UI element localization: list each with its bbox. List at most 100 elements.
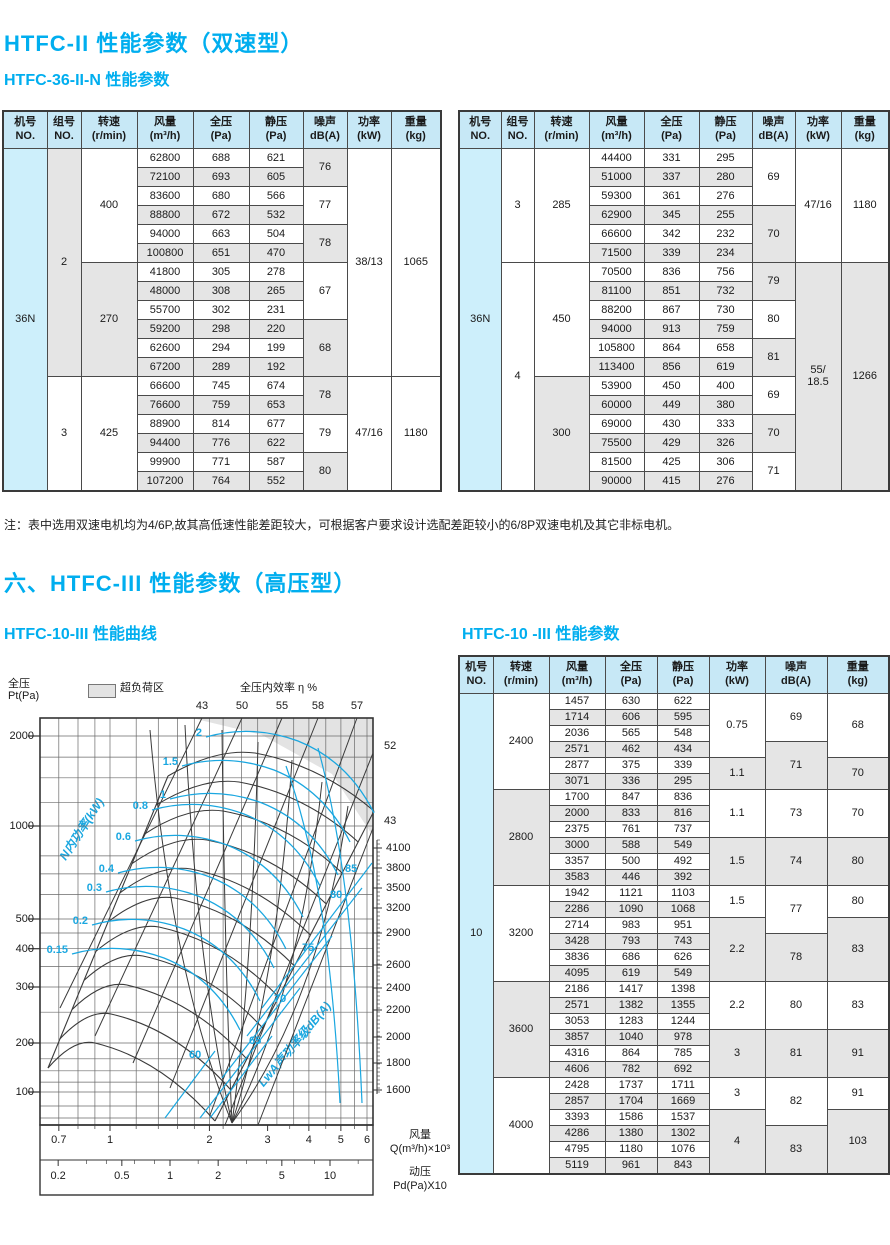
table-cell: 492 <box>656 852 710 870</box>
column-header: 静压 (Pa) <box>248 110 304 149</box>
table-cell: 83600 <box>136 185 194 206</box>
table-row: 113400 856 619 <box>459 356 889 377</box>
table-cell: 674 <box>248 375 304 396</box>
table-cell: 587 <box>248 451 304 472</box>
fan-curve-svg <box>28 717 382 1196</box>
table-cell: 622 <box>248 432 304 453</box>
table-row: 88200 867 730 80 <box>459 299 889 339</box>
table-cell: 192 <box>248 356 304 377</box>
table-cell: 2714 <box>548 916 606 934</box>
table-cell: 1417 <box>604 980 658 998</box>
table-row: 81500 425 306 71 <box>459 451 889 491</box>
table-row: 36N 2 400 62800 688 621 76 38/13 1065 <box>2 147 442 491</box>
table-cell: 651 <box>192 242 250 263</box>
efficiency-tick-label: 52 <box>384 740 397 752</box>
column-header: 机号 NO. <box>458 110 502 149</box>
table-cell: 4286 <box>548 1124 606 1142</box>
table-cell: 47/16 <box>794 147 842 263</box>
y-tick-label: 100 <box>15 1086 34 1098</box>
table-cell: 83 <box>826 980 890 1030</box>
table-row: 10 2400 1457 630 622 0.75 69 68 <box>458 692 890 1174</box>
table-cell: 326 <box>698 432 753 453</box>
table-cell: 4 <box>708 1108 766 1174</box>
table-cell: 1302 <box>656 1124 710 1142</box>
x-tick-label: 3 <box>264 1134 271 1146</box>
table-row: 1714 606 595 <box>459 708 889 726</box>
table-cell: 680 <box>192 185 250 206</box>
table-row: 300 53900 450 400 69 <box>459 375 889 491</box>
noise-curve-label: 85 <box>345 863 358 875</box>
column-header: 组号 NO. <box>500 110 535 149</box>
column-header: 静压 (Pa) <box>698 110 753 149</box>
table-row: 4000 2428 1737 1711 3 82 91 <box>459 1076 890 1174</box>
page-title: HTFC-II 性能参数（双速型） <box>4 31 304 56</box>
table-cell: 3357 <box>548 852 606 870</box>
table-cell: 305 <box>192 261 250 282</box>
rpm-tick-label: 2600 <box>386 959 411 971</box>
noise-curve-label: 75 <box>302 942 315 954</box>
table-cell: 864 <box>643 337 700 358</box>
table-cell: 622 <box>656 692 710 710</box>
table-cell: 68 <box>302 318 348 377</box>
table-cell: 4316 <box>548 1044 606 1062</box>
header-row: 机号 NO. 转速 (r/min) 风量 (m³/h) 全压 (Pa) 静压 (Pa) 功… <box>458 655 890 694</box>
table-cell: 88900 <box>136 413 194 434</box>
table-cell: 1586 <box>604 1108 658 1126</box>
rpm-tick-label: 3800 <box>386 862 411 874</box>
y-tick-label: 200 <box>15 1037 34 1049</box>
table-cell: 113400 <box>588 356 645 377</box>
column-header: 转速 (r/min) <box>533 110 590 149</box>
table-cell: 425 <box>643 451 700 472</box>
table-cell: 4095 <box>548 964 606 982</box>
table-cell: 2857 <box>548 1092 606 1110</box>
table-row: 36N 3 285 44400 331 295 69 47/16 1180 <box>458 147 890 491</box>
table-cell: 336 <box>604 772 658 790</box>
table-cell: 83 <box>826 916 890 982</box>
table-row: 62600 294 199 <box>3 337 441 358</box>
table-cell: 692 <box>656 1060 710 1078</box>
table-row: 5119 961 843 <box>459 1156 889 1174</box>
table-row: 3857 1040 978 3 81 91 <box>459 1028 890 1078</box>
table-cell: 836 <box>656 788 710 806</box>
table-cell: 843 <box>656 1156 710 1174</box>
table-cell: 67 <box>302 261 348 320</box>
table-row: 66600 342 232 <box>459 223 889 244</box>
table-cell: 77 <box>764 884 828 934</box>
table-cell: 59200 <box>136 318 194 339</box>
table-cell: 0.75 <box>708 692 766 758</box>
table-cell: 280 <box>698 166 753 187</box>
table-cell: 375 <box>604 756 658 774</box>
table-cell: 1065 <box>390 147 442 377</box>
y-tick-label: 300 <box>15 981 34 993</box>
table-cell: 59300 <box>588 185 645 206</box>
column-header: 全压 (Pa) <box>643 110 700 149</box>
efficiency-tick-label: 57 <box>350 700 364 712</box>
table-row: 75500 429 326 <box>459 432 889 453</box>
table-cell: 80 <box>826 836 890 886</box>
y-tick-label: 400 <box>15 942 34 955</box>
table-cell: 1283 <box>604 1012 658 1030</box>
table-cell: 552 <box>248 470 304 491</box>
table-cell: 68 <box>826 692 890 758</box>
table-cell: 295 <box>698 147 753 168</box>
table-cell: 1180 <box>604 1140 658 1158</box>
table-cell: 1.1 <box>708 756 766 790</box>
pd-tick-label: 1 <box>166 1170 174 1182</box>
table-cell: 88800 <box>136 204 194 225</box>
table-cell: 470 <box>248 242 304 263</box>
table-cell: 78 <box>302 223 348 263</box>
table-row: 2857 1704 1669 <box>459 1092 889 1110</box>
column-header: 重量 (kg) <box>840 110 890 149</box>
rpm-tick-label: 1600 <box>386 1084 411 1096</box>
table-cell: 504 <box>248 223 304 244</box>
table-row: 81100 851 732 <box>459 280 889 301</box>
column-header: 风量 (m³/h) <box>136 110 194 149</box>
table-cell: 847 <box>604 788 658 806</box>
table-row: 69000 430 333 70 <box>459 413 889 453</box>
table-row: 99900 771 587 80 <box>3 451 441 491</box>
table-cell: 331 <box>643 147 700 168</box>
table-cell: 1121 <box>604 884 658 902</box>
table-row: 88800 672 532 <box>3 204 441 225</box>
performance-curve-chart: 全压 Pt(Pa) 超负荷区 全压内效率 η % N内功率(kW) LwA声功率… <box>0 678 452 1245</box>
table-row: 3836 686 626 <box>459 948 889 966</box>
